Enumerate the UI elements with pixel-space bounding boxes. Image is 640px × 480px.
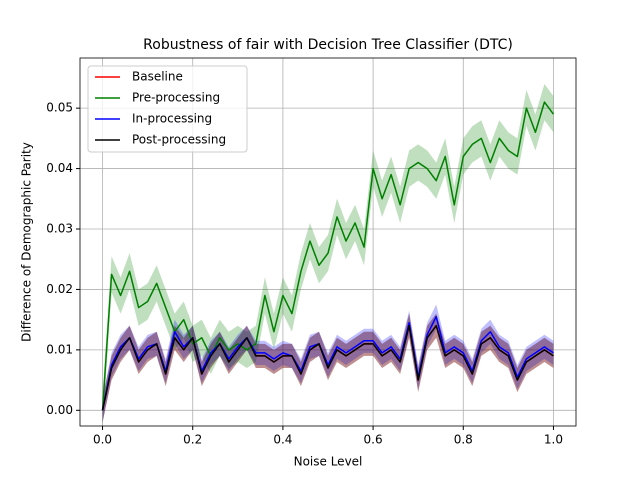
legend-label: Post-processing <box>132 133 226 147</box>
x-axis-label: Noise Level <box>294 455 363 469</box>
series-line <box>101 101 555 411</box>
y-tick-label: 0.05 <box>46 101 73 115</box>
series-line <box>101 324 554 411</box>
chart-title: Robustness of fair with Decision Tree Cl… <box>143 37 513 53</box>
x-tick-label: 1.0 <box>544 433 563 447</box>
x-tick-label: 0.2 <box>183 433 202 447</box>
legend-label: Pre-processing <box>132 91 220 105</box>
legend-label: Baseline <box>132 70 183 84</box>
y-tick-label: 0.02 <box>46 282 73 296</box>
plot-frame <box>79 57 577 427</box>
x-tick-label: 0.8 <box>454 433 473 447</box>
series-line <box>101 315 554 411</box>
y-tick-label: 0.03 <box>46 222 73 236</box>
legend-label: In-processing <box>132 112 212 126</box>
y-axis-label: Difference of Demographic Parity <box>20 142 34 342</box>
y-tick-label: 0.01 <box>46 342 73 356</box>
y-tick-label: 0.04 <box>46 161 73 175</box>
x-tick-label: 0.0 <box>93 433 112 447</box>
legend: Baseline Pre-processing In-processing Post-… <box>87 65 248 153</box>
x-tick-label: 0.6 <box>364 433 383 447</box>
y-tick-label: 0.00 <box>46 403 73 417</box>
legend-box <box>87 65 248 153</box>
x-tick-label: 0.4 <box>273 433 292 447</box>
